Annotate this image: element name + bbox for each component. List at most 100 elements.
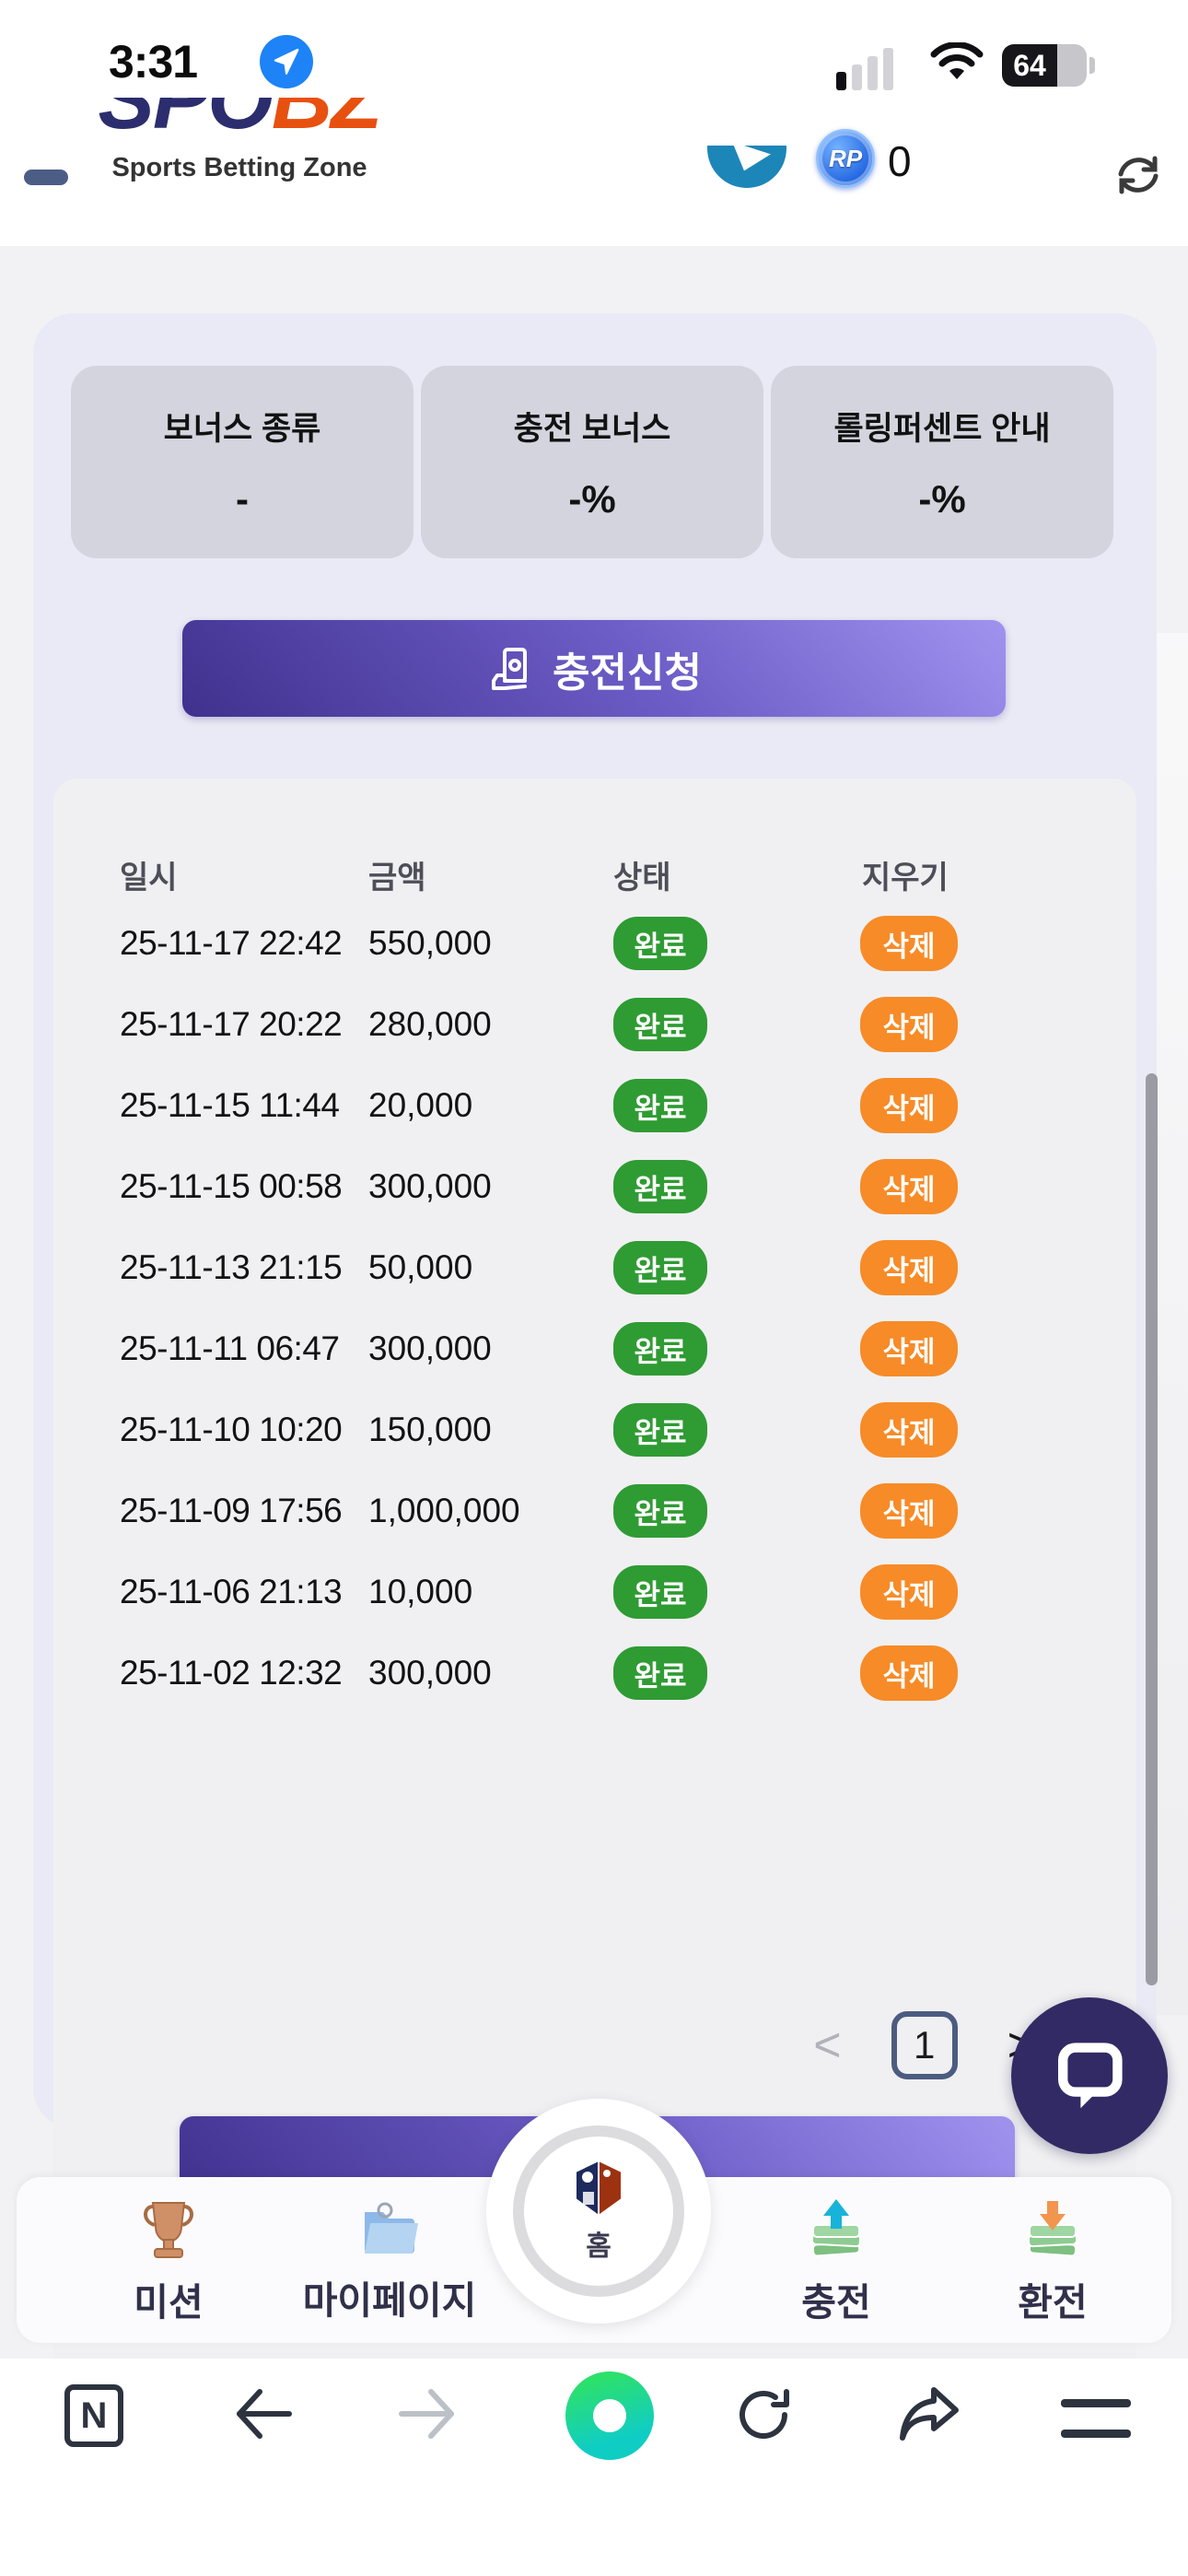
- row-amount: 300,000: [368, 1329, 492, 1367]
- row-amount: 300,000: [368, 1654, 492, 1692]
- nav-item-home[interactable]: 홈: [486, 2099, 711, 2324]
- status-badge: 완료: [613, 1241, 707, 1294]
- chat-support-button[interactable]: [1011, 1997, 1168, 2154]
- delete-button[interactable]: 삭제: [860, 1483, 958, 1539]
- status-bar: 3:31 64: [0, 0, 1188, 92]
- money-down-icon: [1020, 2197, 1085, 2264]
- naver-app-icon[interactable]: N: [64, 2384, 123, 2447]
- location-arrow-icon: [260, 35, 313, 88]
- nav-label-exchange: 환전: [1018, 2281, 1088, 2324]
- status-badge: 완료: [613, 1322, 707, 1376]
- nav-item-charge[interactable]: 충전: [735, 2197, 938, 2326]
- delete-button[interactable]: 삭제: [860, 1645, 958, 1701]
- table-row: 25-11-09 17:56 1,000,000 완료 삭제: [53, 1470, 1136, 1551]
- app-logo[interactable]: SPOBZ Sports Betting Zone: [92, 98, 387, 183]
- delete-button[interactable]: 삭제: [860, 1321, 958, 1376]
- delete-button[interactable]: 삭제: [860, 1402, 958, 1458]
- trophy-icon: [138, 2197, 199, 2264]
- charge-bonus-box: 충전 보너스 -%: [421, 366, 763, 558]
- delete-button[interactable]: 삭제: [860, 1240, 958, 1295]
- delete-button[interactable]: 삭제: [860, 1159, 958, 1214]
- status-badge: 완료: [613, 1646, 707, 1700]
- refresh-icon[interactable]: [1112, 149, 1164, 201]
- app-header: SPOBZ Sports Betting Zone RP 0: [0, 92, 1188, 246]
- row-date: 25-11-02 12:32: [120, 1654, 343, 1692]
- delete-button[interactable]: 삭제: [860, 1564, 958, 1620]
- logo-text-primary: SPO: [98, 98, 274, 146]
- rp-balance: 0: [888, 137, 912, 185]
- chat-bubble-icon: [1045, 2032, 1134, 2120]
- scrollbar-thumb[interactable]: [1146, 1073, 1158, 1985]
- status-badge: 완료: [613, 1160, 707, 1213]
- row-date: 25-11-17 20:22: [120, 1005, 343, 1043]
- status-badge: 완료: [613, 1079, 707, 1132]
- browser-forward-icon[interactable]: [396, 2384, 459, 2443]
- status-badge: 완료: [613, 1403, 707, 1457]
- table-row: 25-11-15 00:58 300,000 완료 삭제: [53, 1146, 1136, 1227]
- row-date: 25-11-13 21:15: [120, 1248, 343, 1286]
- nav-item-mypage[interactable]: 마이페이지: [288, 2197, 491, 2324]
- column-header-amount: 금액: [368, 861, 426, 896]
- delete-button[interactable]: 삭제: [860, 1078, 958, 1133]
- status-badge: 완료: [613, 1565, 707, 1619]
- browser-refresh-icon[interactable]: [733, 2384, 794, 2445]
- charge-request-label: 충전신청: [553, 650, 702, 696]
- home-badge-icon: [572, 2159, 625, 2218]
- browser-back-icon[interactable]: [232, 2384, 295, 2443]
- menu-icon[interactable]: [24, 170, 68, 185]
- row-date: 25-11-09 17:56: [120, 1492, 343, 1529]
- folder-icon: [357, 2197, 422, 2262]
- table-rows: 25-11-17 22:42 550,000 완료 삭제 25-11-17 20…: [53, 903, 1136, 1714]
- row-date: 25-11-15 11:44: [120, 1086, 340, 1124]
- row-amount: 550,000: [368, 924, 492, 962]
- logo-text-accent: BZ: [271, 98, 383, 146]
- deposit-panel: 보너스 종류 - 충전 보너스 -% 롤링퍼센트 안내 -% 충전신청 일시 금…: [33, 313, 1157, 2382]
- bonus-info-row: 보너스 종류 - 충전 보너스 -% 롤링퍼센트 안내 -%: [71, 366, 1113, 558]
- row-amount: 10,000: [368, 1573, 473, 1610]
- nav-label-home: 홈: [586, 2231, 611, 2262]
- money-hand-icon: [486, 644, 536, 694]
- nav-label-charge: 충전: [801, 2281, 871, 2324]
- row-amount: 50,000: [368, 1248, 473, 1286]
- nav-label-mypage: 마이페이지: [302, 2279, 477, 2322]
- wifi-icon: [930, 42, 984, 85]
- table-row: 25-11-17 22:42 550,000 완료 삭제: [53, 903, 1136, 984]
- table-row: 25-11-15 11:44 20,000 완료 삭제: [53, 1065, 1136, 1146]
- money-up-icon: [804, 2197, 868, 2264]
- row-amount: 1,000,000: [368, 1492, 520, 1529]
- row-date: 25-11-17 22:42: [120, 924, 343, 962]
- status-badge: 완료: [613, 917, 707, 970]
- column-header-status: 상태: [613, 861, 671, 896]
- row-amount: 20,000: [368, 1086, 473, 1124]
- battery-nub: [1089, 57, 1095, 74]
- table-row: 25-11-02 12:32 300,000 완료 삭제: [53, 1633, 1136, 1714]
- browser-share-icon[interactable]: [897, 2384, 961, 2445]
- column-header-delete: 지우기: [862, 861, 949, 896]
- column-header-date: 일시: [120, 861, 178, 896]
- table-row: 25-11-06 21:13 10,000 완료 삭제: [53, 1551, 1136, 1633]
- row-amount: 300,000: [368, 1167, 492, 1205]
- browser-menu-icon[interactable]: [1061, 2399, 1131, 2460]
- status-badge: 완료: [613, 1484, 707, 1538]
- delete-button[interactable]: 삭제: [860, 997, 958, 1052]
- row-date: 25-11-15 00:58: [120, 1167, 343, 1205]
- cellular-signal-icon: [836, 48, 914, 90]
- charge-request-button[interactable]: 충전신청: [182, 620, 1006, 717]
- nav-item-mission[interactable]: 미션: [67, 2197, 270, 2326]
- prev-page-button[interactable]: <: [813, 2019, 842, 2072]
- nav-label-mission: 미션: [134, 2281, 204, 2324]
- table-row: 25-11-13 21:15 50,000 완료 삭제: [53, 1227, 1136, 1308]
- browser-home-icon[interactable]: [564, 2370, 656, 2462]
- nav-item-exchange[interactable]: 환전: [951, 2197, 1154, 2326]
- row-date: 25-11-10 10:20: [120, 1411, 343, 1448]
- row-date: 25-11-06 21:13: [120, 1573, 343, 1610]
- current-page-button[interactable]: 1: [891, 2011, 958, 2079]
- rp-coin-icon: RP: [816, 129, 875, 188]
- browser-toolbar: N: [0, 2359, 1188, 2576]
- delete-button[interactable]: 삭제: [860, 916, 958, 971]
- rolling-percent-box: 롤링퍼센트 안내 -%: [771, 366, 1113, 558]
- coin-icon: [707, 146, 786, 193]
- table-row: 25-11-10 10:20 150,000 완료 삭제: [53, 1389, 1136, 1470]
- status-badge: 완료: [613, 998, 707, 1051]
- row-amount: 280,000: [368, 1005, 492, 1043]
